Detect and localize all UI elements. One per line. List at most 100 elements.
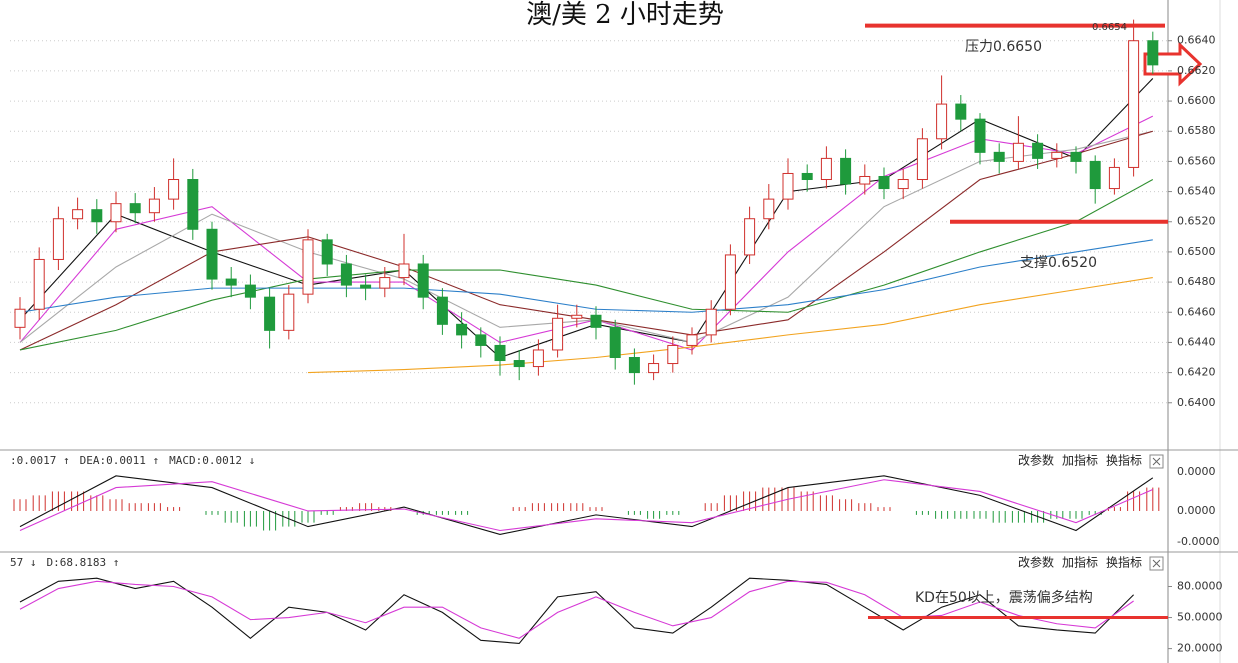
panel-button[interactable]: 加指标 (1062, 555, 1098, 570)
y-tick-label: 0.6500 (1177, 245, 1216, 258)
candle-body (648, 363, 660, 374)
y-tick-label: 0.6440 (1177, 335, 1216, 348)
y-tick-label: 0.6400 (1177, 396, 1216, 409)
y-axis-label: 0.0000 (1177, 465, 1216, 478)
candle-body (494, 344, 506, 362)
panel-button[interactable]: 换指标 (1106, 453, 1142, 468)
indicator-value: D:68.8183 ↑ (47, 556, 120, 569)
candle-body (552, 317, 564, 351)
candle-body (91, 209, 103, 223)
y-tick-label: 0.6520 (1177, 215, 1216, 228)
candle-body (1032, 142, 1044, 159)
candle-body (33, 258, 45, 310)
candle-body (897, 179, 909, 190)
y-tick-label: 0.6620 (1177, 64, 1216, 77)
candle-body (801, 172, 813, 181)
candle-body (283, 293, 295, 331)
indicator-line (19, 580, 1134, 639)
candle-body (436, 296, 448, 325)
candle-body (763, 198, 775, 220)
candle-body (475, 334, 487, 346)
candle-body (110, 203, 122, 223)
candle-body (168, 179, 180, 200)
candle-body (955, 103, 967, 120)
candle-body (744, 218, 756, 256)
candle-body (225, 278, 237, 286)
candle-body (379, 277, 391, 289)
candle-body (321, 239, 333, 265)
indicator-line (19, 475, 1154, 535)
y-tick-label: 0.6640 (1177, 34, 1216, 47)
candle-body (878, 175, 890, 190)
panel-button[interactable]: 改参数 (1018, 453, 1054, 468)
candle-body (244, 284, 256, 298)
chart-title: 澳/美 2 小时走势 (526, 0, 724, 30)
y-tick-label: 50.0000 (1177, 611, 1223, 624)
y-tick-label: 0.6480 (1177, 275, 1216, 288)
candle-body (840, 157, 852, 185)
candle-body (974, 118, 986, 153)
indicator-value: MACD:0.0012 ↓ (169, 454, 255, 467)
close-icon (1152, 559, 1161, 568)
level-label: 支撑0.6520 (1020, 255, 1097, 271)
candle-body (820, 157, 832, 181)
candle-body (571, 314, 583, 319)
candle-body (667, 344, 679, 365)
y-axis-label: 0.0000 (1177, 504, 1216, 517)
level-label: 压力0.6650 (965, 39, 1042, 55)
y-tick-label: 0.6420 (1177, 366, 1216, 379)
y-tick-label: 0.6560 (1177, 154, 1216, 167)
indicator-value: 57 ↓ (10, 556, 37, 569)
candle-body (340, 263, 352, 286)
candle-body (1108, 166, 1120, 190)
candle-body (14, 308, 26, 328)
candle-body (1089, 160, 1101, 190)
candle-body (129, 203, 141, 214)
candle-body (417, 263, 429, 298)
candle-body (1070, 151, 1082, 162)
y-tick-label: 0.6580 (1177, 124, 1216, 137)
candle-body (148, 198, 160, 214)
candle-body (782, 172, 794, 200)
candle-body (187, 179, 199, 230)
y-tick-label: 80.0000 (1177, 579, 1223, 592)
candle-body (590, 314, 602, 328)
candle-body (532, 349, 544, 368)
candle-body (705, 308, 717, 336)
peak-label: 0.6654 (1092, 22, 1127, 33)
candle-body (1051, 151, 1063, 159)
close-icon (1152, 457, 1161, 466)
y-tick-label: 20.0000 (1177, 642, 1223, 655)
candle-body (916, 138, 928, 181)
candle-body (936, 103, 948, 140)
y-axis-label: -0.0000 (1177, 535, 1219, 548)
candle-body (456, 323, 468, 336)
y-tick-label: 0.6540 (1177, 185, 1216, 198)
candle-body (686, 334, 698, 346)
indicator-line (19, 479, 1154, 532)
candle-body (52, 218, 64, 260)
candle-body (398, 263, 410, 279)
candle-body (724, 254, 736, 310)
candle-body (1128, 40, 1140, 168)
indicator-line (19, 179, 1154, 351)
candle-body (302, 239, 314, 295)
indicator-value: DEA:0.0011 ↑ (80, 454, 159, 467)
candle-body (264, 296, 276, 331)
y-tick-label: 0.6460 (1177, 305, 1216, 318)
candle-body (360, 284, 372, 289)
panel-button[interactable]: 加指标 (1062, 453, 1098, 468)
candle-body (859, 175, 871, 185)
indicator-line (19, 577, 1134, 645)
candle-body (1147, 40, 1159, 66)
indicator-value: :0.0017 ↑ (10, 454, 70, 467)
arrow (1143, 41, 1203, 87)
candle-body (628, 357, 640, 374)
candle-body (1012, 142, 1024, 162)
panel-button[interactable]: 换指标 (1106, 555, 1142, 570)
panel-button[interactable]: 改参数 (1018, 555, 1054, 570)
candle-body (72, 209, 84, 220)
candle-body (513, 360, 525, 368)
candle-body (206, 228, 218, 280)
